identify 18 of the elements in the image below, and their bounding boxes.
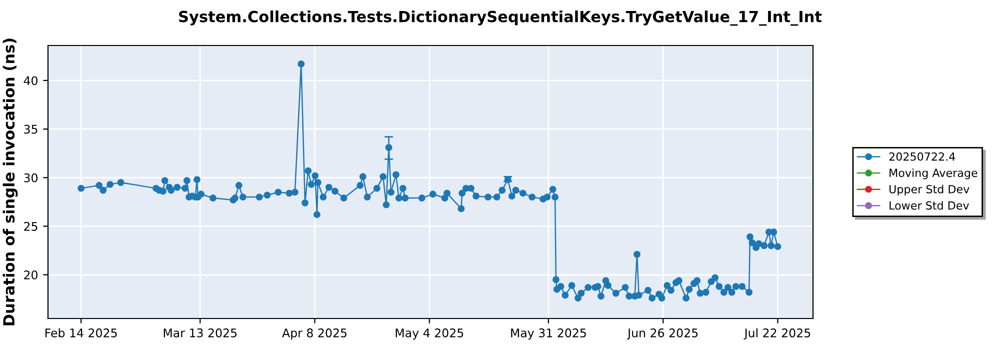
legend-label: Lower Std Dev	[890, 201, 969, 210]
y-tick-label: 25	[24, 222, 38, 231]
y-tick-label: 30	[24, 173, 38, 182]
x-tick-label: Feb 14 2025	[45, 328, 117, 338]
x-tick-label: Jun 26 2025	[626, 328, 698, 340]
x-tick-label: May 31 2025	[511, 328, 586, 340]
legend-label: Moving Average	[890, 168, 978, 180]
x-tick-label: Jul 22 2025	[744, 328, 810, 340]
y-tick-label: 20	[24, 270, 38, 280]
x-tick-label: May 4 2025	[396, 328, 464, 340]
legend-label: Upper Std Dev	[890, 184, 970, 196]
chart-title: System.Collections.Tests.DictionarySequentialKeys.TryGetValue_17_Int_Int	[179, 10, 822, 26]
legend-label: 20250722.4	[889, 152, 956, 161]
y-axis-title: Duration of single invocation (ns)	[2, 38, 18, 326]
x-tick-label: Apr 8 2025	[282, 328, 346, 340]
x-tick-label: Mar 13 2025	[164, 328, 237, 338]
y-tick-label: 35	[24, 124, 38, 134]
y-tick-label: 40	[24, 76, 38, 86]
